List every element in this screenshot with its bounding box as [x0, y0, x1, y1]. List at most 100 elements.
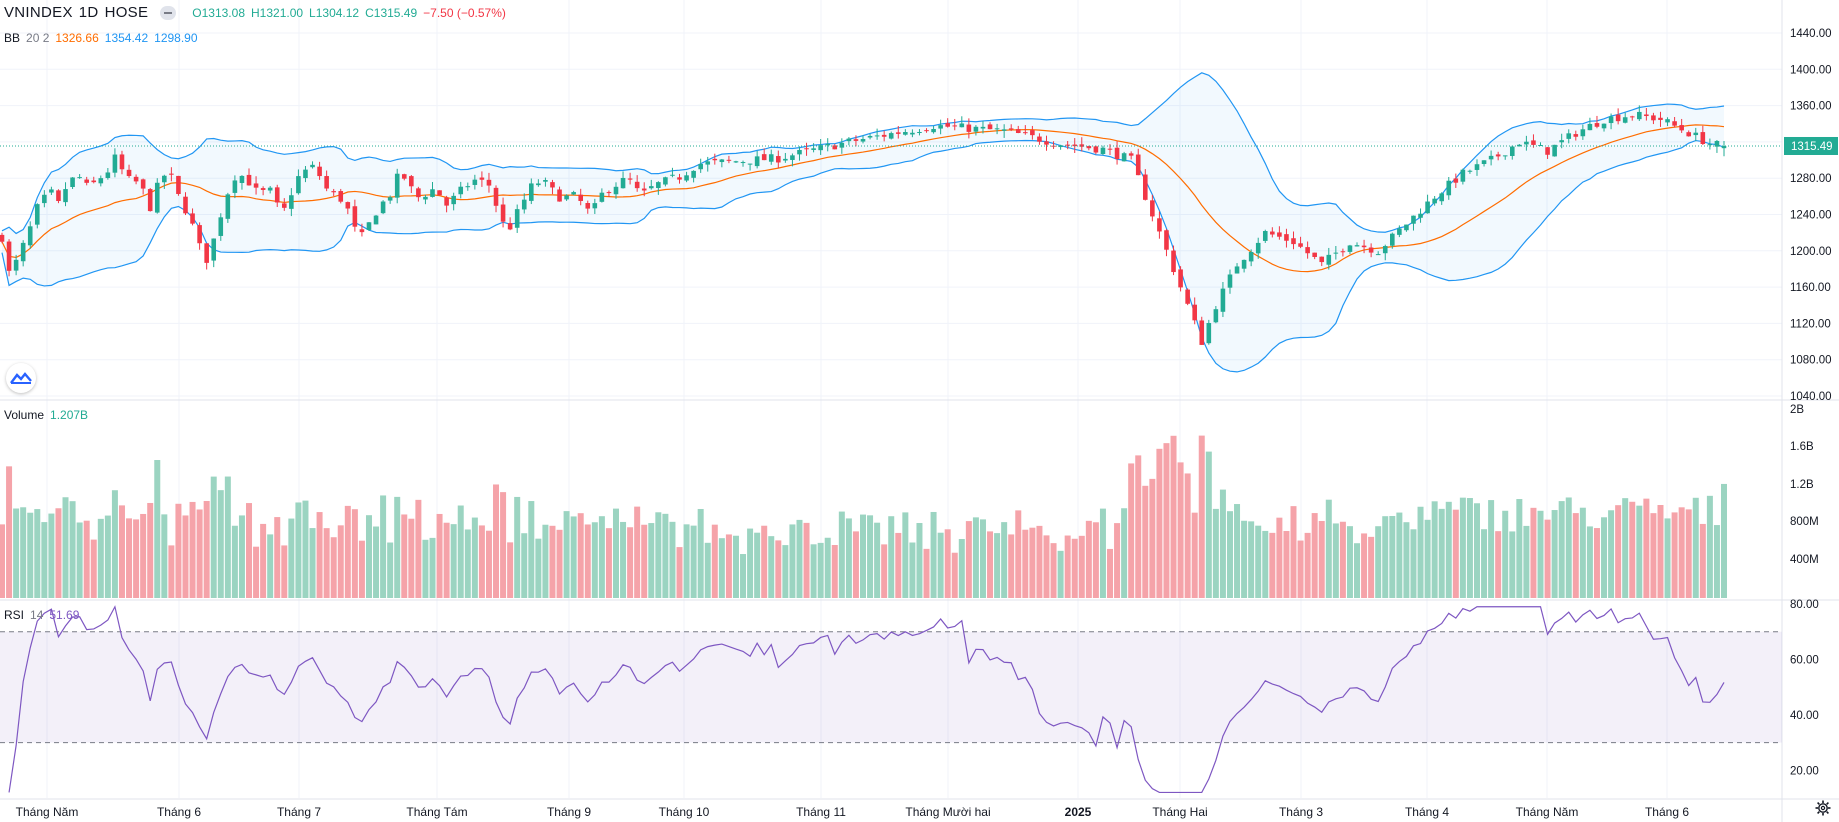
axes: 1040.00 1080.00 1120.00 1160.00 1200.00 1240.…	[16, 28, 1838, 819]
candle-body	[1580, 129, 1586, 137]
candle-body	[1121, 153, 1127, 162]
time-tick-label: Tháng 7	[277, 805, 321, 819]
candle-body	[1665, 119, 1670, 123]
volume-bar	[1438, 508, 1445, 598]
candle-body	[1001, 129, 1007, 131]
candle-body	[1093, 146, 1099, 153]
candle-body	[1644, 114, 1649, 117]
volume-bar	[1078, 535, 1085, 598]
candle-body	[1178, 269, 1183, 288]
bb-legend[interactable]: BB 20 2 1326.66 1354.42 1298.90	[4, 31, 198, 45]
volume-bar	[937, 532, 944, 598]
volume-bar	[965, 521, 972, 598]
candle-body	[1015, 129, 1021, 134]
volume-bar	[436, 513, 443, 598]
volume-bar	[485, 530, 492, 598]
volume-bar	[246, 503, 253, 598]
candle-body	[663, 177, 668, 185]
candle-body	[0, 234, 5, 242]
volume-bar	[1706, 495, 1713, 598]
collapse-icon[interactable]	[160, 5, 177, 20]
candle-body	[98, 178, 104, 184]
candle-body	[1171, 250, 1176, 273]
volume-bar	[1721, 483, 1727, 598]
candle-body	[232, 180, 238, 193]
candle-body	[641, 188, 647, 191]
candle-body	[1248, 251, 1254, 262]
candle-body	[1693, 132, 1699, 136]
volume-bar	[344, 505, 351, 598]
settings-gear-icon[interactable]	[1815, 800, 1831, 816]
volume-bar	[796, 519, 803, 598]
volume-bar	[1339, 521, 1346, 598]
candle-body	[1686, 132, 1692, 137]
open-value: O1313.08	[192, 5, 245, 20]
volume-bar	[1071, 538, 1078, 598]
candle-body	[627, 178, 633, 180]
candle-body	[1679, 125, 1684, 131]
volume-bar	[838, 511, 845, 598]
candle-body	[352, 206, 358, 227]
rsi-series	[0, 605, 1782, 794]
volume-bar	[860, 514, 866, 598]
volume-bar	[655, 512, 662, 598]
candle-body	[105, 172, 111, 178]
volume-bar	[874, 522, 881, 598]
interval-label[interactable]: 1D	[78, 4, 99, 21]
rsi-legend[interactable]: RSI 14 51.69	[4, 608, 79, 622]
volume-bar	[1064, 535, 1071, 598]
candle-body	[465, 186, 471, 188]
candle-body	[1157, 218, 1162, 232]
volume-bar	[789, 524, 796, 598]
price-tick-label: 1080.00	[1790, 355, 1832, 367]
symbol-name[interactable]: VNINDEX	[4, 4, 73, 21]
volume-bar	[373, 526, 380, 598]
candle-body	[1425, 201, 1430, 214]
tradingview-logo-icon[interactable]	[6, 363, 36, 393]
candle-body	[239, 175, 245, 183]
time-tick-label: Tháng 3	[1279, 805, 1323, 819]
candle-body	[670, 174, 675, 176]
candle-body	[818, 145, 823, 151]
candle-body	[776, 156, 781, 163]
volume-bar	[507, 542, 514, 598]
volume-bar	[979, 519, 986, 598]
volume-legend[interactable]: Volume 1.207B	[4, 408, 88, 422]
volume-bar	[1608, 510, 1615, 598]
volume-bar	[1226, 511, 1233, 598]
candle-body	[1347, 245, 1353, 252]
candle-body	[246, 174, 252, 186]
candle-body	[874, 135, 880, 137]
volume-bar	[1325, 499, 1332, 598]
volume-bar	[478, 525, 485, 598]
candle-body	[1495, 154, 1501, 157]
candle-body	[296, 176, 301, 194]
volume-bar	[1417, 506, 1424, 598]
rsi-tick-label: 40.00	[1790, 710, 1819, 722]
candle-body	[1573, 134, 1579, 137]
volume-bar	[189, 501, 196, 598]
volume-bar	[909, 542, 916, 598]
candle-body	[853, 139, 859, 141]
time-tick-label: Tháng 10	[659, 805, 710, 819]
volume-bar	[224, 476, 231, 598]
candle-body	[1538, 145, 1543, 147]
candle-body	[1502, 155, 1508, 157]
volume-bar	[1219, 489, 1226, 598]
candle-body	[1241, 259, 1247, 269]
volume-bar	[1029, 527, 1036, 598]
candle-body	[1079, 144, 1085, 147]
volume-bar	[754, 532, 761, 598]
price-tick-label: 1200.00	[1790, 246, 1832, 258]
volume-bar	[718, 538, 725, 598]
volume-bar	[1396, 512, 1403, 598]
volume-bar	[563, 511, 570, 598]
candle-body	[197, 225, 202, 244]
volume-bar	[1699, 523, 1706, 598]
volume-bar	[1022, 529, 1029, 598]
candle-body	[754, 156, 760, 167]
candle-body	[1488, 155, 1494, 160]
volume-bar	[415, 499, 422, 598]
candle-body	[938, 125, 943, 129]
